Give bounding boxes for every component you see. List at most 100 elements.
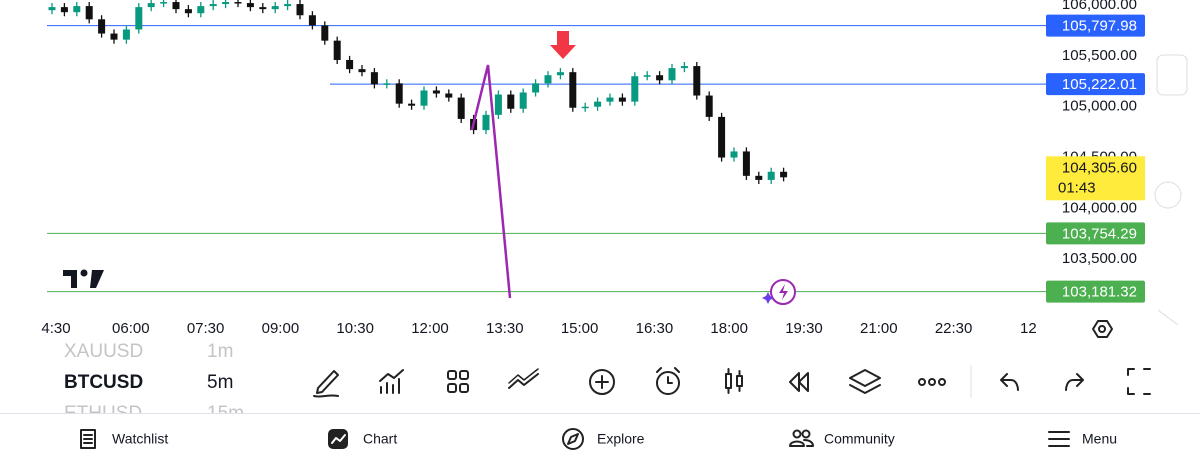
price-level-tag bbox=[1046, 14, 1145, 37]
candle-body bbox=[631, 76, 639, 102]
symbol-name[interactable]: XAUUSD bbox=[64, 341, 143, 362]
symbol-interval[interactable]: 5m bbox=[207, 372, 233, 393]
price-level-label: 103,181.32 bbox=[1062, 284, 1137, 301]
candle-body bbox=[519, 92, 527, 109]
candle-body bbox=[656, 75, 664, 81]
candle-body bbox=[507, 94, 515, 109]
candle-body bbox=[420, 90, 428, 106]
candle-body bbox=[668, 68, 676, 81]
candle-body bbox=[110, 33, 118, 40]
settings-button[interactable] bbox=[1092, 320, 1113, 338]
undo-button[interactable] bbox=[1000, 373, 1019, 391]
candle-body bbox=[321, 25, 329, 41]
toolbar bbox=[313, 365, 1151, 398]
candle-body bbox=[147, 3, 155, 8]
candle-body bbox=[308, 15, 316, 26]
nav-item[interactable]: Menu bbox=[1082, 431, 1117, 447]
candle-body bbox=[395, 83, 403, 104]
symbol-interval[interactable]: 1m bbox=[207, 341, 233, 362]
nav-item[interactable]: Chart bbox=[363, 431, 397, 447]
nav-item[interactable]: Community bbox=[824, 431, 895, 447]
add-tool[interactable] bbox=[589, 369, 615, 395]
candle-body bbox=[445, 93, 453, 98]
candle-body bbox=[408, 103, 416, 106]
x-tick-label: 18:00 bbox=[710, 320, 748, 337]
arrow-marker bbox=[550, 31, 576, 59]
candle-body bbox=[222, 2, 230, 5]
price-level-tag bbox=[1046, 280, 1145, 303]
current-price-tag bbox=[1046, 156, 1145, 201]
candle-body bbox=[333, 40, 341, 60]
price-level-tag bbox=[1046, 73, 1145, 96]
alert-tool[interactable] bbox=[656, 367, 680, 395]
x-tick-label: 16:30 bbox=[636, 320, 674, 337]
trend-drawing bbox=[470, 64, 512, 299]
nav-labels: Watchlist Chart Explore Community Menu bbox=[112, 431, 1117, 447]
candle-body bbox=[432, 90, 440, 94]
candle-body bbox=[234, 2, 242, 4]
templates-tool[interactable] bbox=[447, 370, 469, 393]
y-tick-label: 104,000.00 bbox=[1062, 199, 1137, 216]
candle-body bbox=[85, 6, 93, 20]
candle-body bbox=[122, 29, 130, 40]
price-level-label: 105,797.98 bbox=[1062, 18, 1137, 35]
candle-body bbox=[482, 114, 490, 131]
redo-button[interactable] bbox=[1065, 373, 1084, 391]
indicators-tool[interactable] bbox=[379, 369, 404, 394]
candle-body bbox=[48, 7, 56, 11]
x-tick-label: 15:00 bbox=[561, 320, 599, 337]
candle-body bbox=[457, 97, 465, 119]
compare-tool[interactable] bbox=[508, 368, 539, 389]
candle-body bbox=[618, 97, 626, 102]
candle-body bbox=[730, 151, 738, 158]
candle-body bbox=[135, 7, 143, 30]
x-tick-label: 22:30 bbox=[935, 320, 973, 337]
candle-body bbox=[569, 72, 577, 108]
chart-type-tool[interactable] bbox=[725, 368, 743, 394]
x-tick-label: 4:30 bbox=[41, 320, 70, 337]
y-tick-label: 105,000.00 bbox=[1062, 98, 1137, 115]
candle-body bbox=[370, 72, 378, 85]
x-tick-label: 12:00 bbox=[411, 320, 449, 337]
y-tick-label: 105,500.00 bbox=[1062, 47, 1137, 64]
candle-body bbox=[284, 4, 292, 7]
x-tick-label: 06:00 bbox=[112, 320, 150, 337]
nav-item[interactable]: Watchlist bbox=[112, 431, 168, 447]
nav-item[interactable]: Explore bbox=[597, 431, 645, 447]
lightning-button[interactable] bbox=[762, 279, 796, 305]
y-tick-label: 106,000.00 bbox=[1062, 0, 1137, 13]
layers-tool[interactable] bbox=[849, 369, 881, 394]
replay-tool[interactable] bbox=[789, 372, 809, 392]
candle-body bbox=[259, 7, 267, 10]
candle-body bbox=[197, 6, 205, 14]
symbol-name[interactable]: BTCUSD bbox=[64, 372, 143, 393]
candle-body bbox=[184, 9, 192, 14]
side-handles bbox=[1154, 54, 1188, 326]
x-tick-label: 09:00 bbox=[262, 320, 300, 337]
candle-body bbox=[358, 69, 366, 73]
x-tick-label: 19:30 bbox=[785, 320, 823, 337]
more-tool[interactable] bbox=[918, 378, 946, 386]
candle-body bbox=[606, 97, 614, 102]
candle-body bbox=[556, 72, 564, 76]
fullscreen-button[interactable] bbox=[1127, 368, 1151, 395]
candle-body bbox=[594, 101, 602, 107]
x-tick-label: 10:30 bbox=[336, 320, 374, 337]
candle-body bbox=[209, 4, 217, 7]
x-tick-label: 21:00 bbox=[860, 320, 898, 337]
price-level-label: 105,222.01 bbox=[1062, 76, 1137, 93]
candle-body bbox=[742, 151, 750, 176]
price-level-label: 103,754.29 bbox=[1062, 225, 1137, 242]
candle-body bbox=[581, 106, 589, 109]
candle-body bbox=[60, 7, 68, 13]
candle-body bbox=[680, 66, 688, 69]
nav-icons bbox=[80, 428, 1070, 450]
candle-body bbox=[383, 83, 391, 85]
candle-body bbox=[544, 75, 552, 84]
candle-body bbox=[705, 95, 713, 117]
draw-tool[interactable] bbox=[313, 370, 339, 398]
candle-body bbox=[718, 116, 726, 158]
candle-body bbox=[246, 3, 254, 8]
candle-body bbox=[767, 171, 775, 180]
